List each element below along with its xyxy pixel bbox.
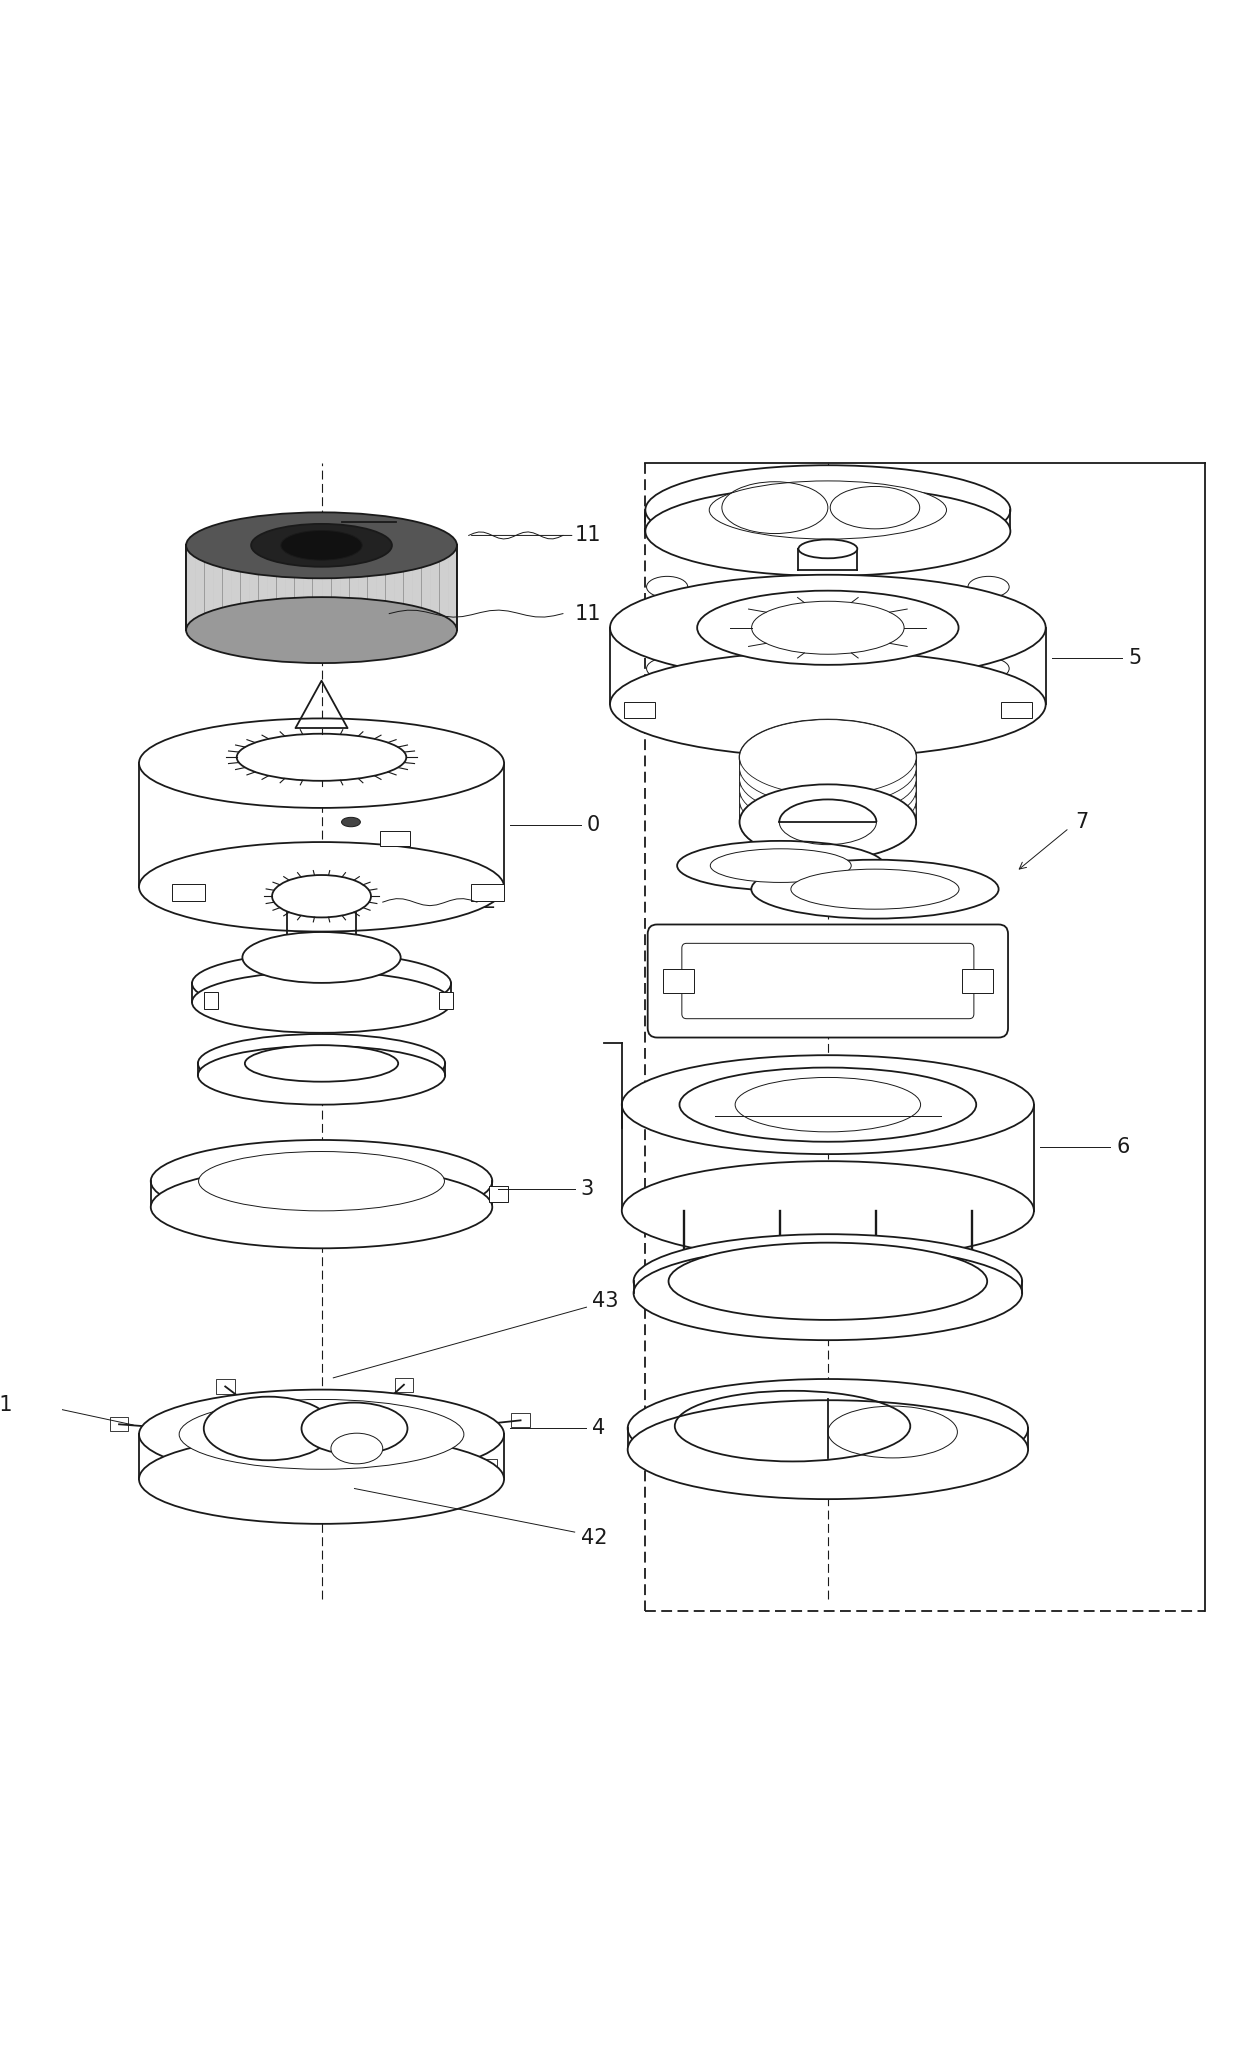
Ellipse shape	[739, 730, 916, 807]
Ellipse shape	[751, 602, 904, 653]
Ellipse shape	[186, 513, 456, 579]
Ellipse shape	[151, 1166, 492, 1249]
Bar	[962, 970, 993, 993]
Bar	[394, 1377, 413, 1392]
Ellipse shape	[739, 784, 916, 860]
Ellipse shape	[610, 575, 1045, 680]
Text: 11: 11	[574, 604, 601, 625]
Ellipse shape	[198, 1034, 445, 1092]
Ellipse shape	[281, 531, 362, 560]
Text: 41: 41	[0, 1396, 12, 1415]
Ellipse shape	[791, 869, 959, 910]
Bar	[1001, 701, 1032, 718]
Bar	[477, 1460, 497, 1474]
Ellipse shape	[139, 1390, 503, 1479]
Bar	[186, 546, 456, 631]
Ellipse shape	[739, 773, 916, 850]
Ellipse shape	[711, 848, 851, 883]
Bar	[203, 993, 218, 1009]
Ellipse shape	[242, 933, 401, 982]
Bar	[489, 1185, 507, 1202]
Ellipse shape	[677, 842, 884, 891]
Ellipse shape	[739, 784, 916, 860]
Ellipse shape	[739, 740, 916, 817]
Ellipse shape	[739, 720, 916, 794]
Bar	[156, 1462, 175, 1477]
Ellipse shape	[341, 817, 361, 827]
Ellipse shape	[301, 1402, 408, 1454]
Ellipse shape	[621, 1055, 1034, 1154]
Ellipse shape	[252, 523, 392, 567]
Text: 11: 11	[574, 525, 601, 546]
Ellipse shape	[237, 734, 407, 782]
Ellipse shape	[286, 937, 356, 966]
Ellipse shape	[739, 753, 916, 827]
FancyBboxPatch shape	[682, 943, 973, 1020]
Ellipse shape	[151, 1139, 492, 1222]
Bar	[172, 885, 205, 902]
Ellipse shape	[621, 1160, 1034, 1259]
Ellipse shape	[198, 1152, 444, 1212]
Ellipse shape	[331, 1433, 383, 1464]
Bar	[186, 546, 456, 631]
Ellipse shape	[139, 718, 503, 809]
Ellipse shape	[272, 875, 371, 918]
Ellipse shape	[610, 651, 1045, 757]
Bar	[109, 1417, 129, 1431]
Ellipse shape	[645, 465, 1011, 554]
Text: 42: 42	[580, 1528, 608, 1549]
Bar	[439, 993, 454, 1009]
Ellipse shape	[139, 1435, 503, 1524]
Ellipse shape	[680, 1067, 976, 1142]
Ellipse shape	[244, 1044, 398, 1082]
Ellipse shape	[634, 1245, 1022, 1340]
Ellipse shape	[799, 540, 857, 558]
Ellipse shape	[192, 972, 451, 1032]
Ellipse shape	[709, 482, 946, 540]
Ellipse shape	[968, 658, 1009, 678]
Bar	[381, 831, 410, 846]
Bar	[216, 1379, 234, 1394]
FancyBboxPatch shape	[647, 924, 1008, 1038]
Ellipse shape	[645, 486, 1011, 577]
Ellipse shape	[646, 577, 688, 598]
Ellipse shape	[186, 598, 456, 664]
Ellipse shape	[203, 1396, 334, 1460]
Ellipse shape	[627, 1379, 1028, 1479]
Bar	[471, 885, 503, 902]
Text: 2: 2	[482, 891, 496, 912]
Text: 6: 6	[1116, 1137, 1130, 1156]
Ellipse shape	[192, 953, 451, 1013]
Ellipse shape	[634, 1235, 1022, 1328]
Ellipse shape	[179, 1400, 464, 1468]
Text: 5: 5	[1128, 649, 1141, 668]
Ellipse shape	[646, 658, 688, 678]
Bar	[624, 701, 655, 718]
Bar	[663, 970, 693, 993]
Ellipse shape	[627, 1400, 1028, 1499]
Text: 4: 4	[593, 1419, 605, 1439]
Text: 43: 43	[593, 1290, 619, 1311]
Ellipse shape	[139, 842, 503, 931]
Ellipse shape	[739, 720, 916, 794]
Ellipse shape	[735, 1077, 920, 1131]
Text: 7: 7	[1075, 813, 1089, 831]
Text: 0: 0	[587, 815, 600, 835]
Ellipse shape	[739, 763, 916, 838]
Ellipse shape	[697, 591, 959, 664]
Bar	[320, 1481, 339, 1495]
Text: 3: 3	[580, 1179, 594, 1199]
Ellipse shape	[751, 860, 998, 918]
Ellipse shape	[968, 577, 1009, 598]
Ellipse shape	[198, 1046, 445, 1104]
Ellipse shape	[668, 1243, 987, 1319]
Bar	[511, 1412, 529, 1427]
